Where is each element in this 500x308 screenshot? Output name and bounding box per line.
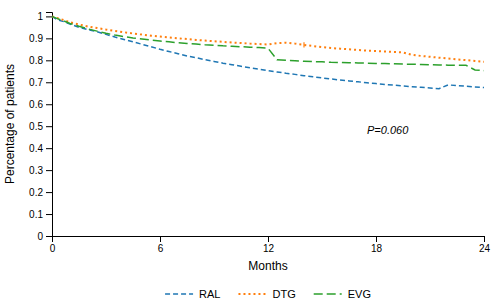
- legend-item: DTG: [238, 288, 295, 300]
- legend-swatch: [314, 293, 342, 295]
- y-tick-mark: [46, 126, 52, 127]
- y-tick: 0.6: [29, 99, 52, 110]
- x-tick-label: 12: [263, 243, 275, 254]
- lines: [52, 16, 484, 88]
- legend-item: EVG: [314, 288, 371, 300]
- x-tick-label: 0: [50, 243, 56, 254]
- y-axis: 0 0.1 0.2 0.3 0.4 0.5 0.6 0.7 0.8 0.9 1: [29, 11, 52, 242]
- y-tick-label: 0.3: [29, 165, 43, 176]
- y-tick: 0.8: [29, 55, 52, 66]
- x-tick-mark: [376, 236, 377, 242]
- legend-label: RAL: [199, 288, 220, 300]
- series-line: [52, 16, 484, 61]
- legend-item: RAL: [165, 288, 220, 300]
- y-tick: 0.7: [29, 77, 52, 88]
- y-tick-label: 0.9: [29, 33, 43, 44]
- x-tick-mark: [160, 236, 161, 242]
- y-tick-label: 0.5: [29, 121, 43, 132]
- y-axis-title: Percentage of patients: [3, 64, 17, 184]
- series-line: [52, 16, 484, 70]
- y-tick-mark: [46, 170, 52, 171]
- x-axis-line: [53, 237, 485, 243]
- y-tick: 0.9: [29, 33, 52, 44]
- y-tick-label: 0.4: [29, 143, 43, 154]
- plot: 0 6 12 18 24 0 0.1 0.2 0.3 0.4 0.5 0.6 0.7 0.8 0.9 1 P=0…: [29, 11, 490, 254]
- y-tick-label: 0.6: [29, 99, 43, 110]
- legend-label: EVG: [348, 288, 371, 300]
- x-tick: 0: [50, 236, 56, 254]
- y-tick: 0.4: [29, 143, 52, 154]
- x-tick-label: 24: [479, 243, 491, 254]
- y-tick-mark: [46, 16, 52, 17]
- y-tick: 1: [37, 11, 52, 22]
- y-tick-label: 0.1: [29, 209, 43, 220]
- y-tick-mark: [46, 236, 52, 237]
- x-tick: 6: [158, 236, 164, 254]
- legend-swatch: [165, 293, 193, 295]
- x-tick-mark: [484, 236, 485, 242]
- y-axis-line: [46, 13, 53, 237]
- legend-swatch: [238, 293, 266, 295]
- y-tick-mark: [46, 82, 52, 83]
- x-tick: 12: [263, 236, 275, 254]
- x-tick-label: 6: [158, 243, 164, 254]
- x-axis-title: Months: [248, 259, 287, 273]
- legend-label: DTG: [272, 288, 295, 300]
- y-tick-label: 0.7: [29, 77, 43, 88]
- y-tick-mark: [46, 38, 52, 39]
- y-tick: 0.2: [29, 187, 52, 198]
- chart: 0 6 12 18 24 0 0.1 0.2 0.3 0.4 0.5 0.6 0.7 0.8 0.9 1 P=0…: [0, 0, 500, 308]
- y-tick-mark: [46, 214, 52, 215]
- y-tick-mark: [46, 192, 52, 193]
- censor-mark: [303, 42, 304, 47]
- annotation: P=0.060: [367, 124, 409, 136]
- y-tick: 0: [37, 231, 52, 242]
- y-tick: 0.5: [29, 121, 52, 132]
- y-tick-mark: [46, 60, 52, 61]
- y-tick: 0.3: [29, 165, 52, 176]
- x-tick: 24: [479, 236, 491, 254]
- y-tick: 0.1: [29, 209, 52, 220]
- y-tick-mark: [46, 104, 52, 105]
- x-tick-mark: [268, 236, 269, 242]
- series-line: [52, 16, 484, 88]
- legend: RAL DTG EVG: [165, 288, 371, 300]
- x-tick-label: 18: [371, 243, 383, 254]
- y-tick-mark: [46, 148, 52, 149]
- y-tick-label: 1: [37, 11, 43, 22]
- x-axis: 0 6 12 18 24: [50, 236, 491, 254]
- x-tick: 18: [371, 236, 383, 254]
- y-tick-label: 0: [37, 231, 43, 242]
- y-tick-label: 0.2: [29, 187, 43, 198]
- y-tick-label: 0.8: [29, 55, 43, 66]
